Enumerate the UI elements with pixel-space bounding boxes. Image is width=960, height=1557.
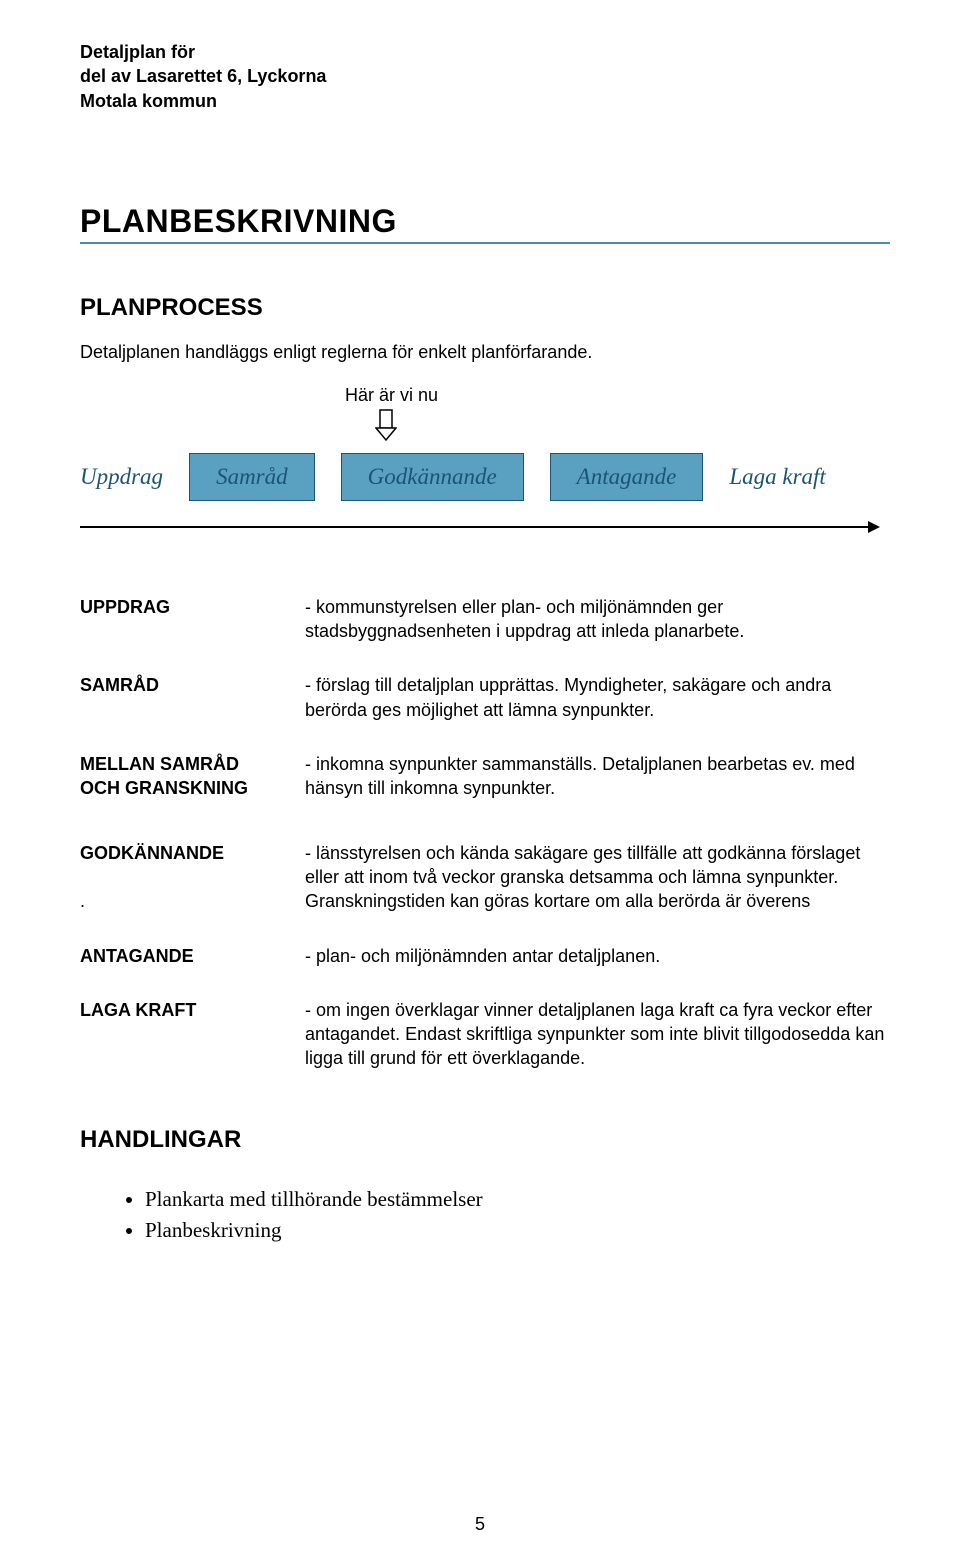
def-desc-uppdrag: - kommunstyrelsen eller plan- och miljön… xyxy=(305,595,890,644)
def-desc-samrad: - förslag till detaljplan upprättas. Myn… xyxy=(305,673,890,722)
stage-antagande-box: Antagande xyxy=(550,453,704,501)
stage-lagakraft: Laga kraft xyxy=(729,464,825,490)
section-planprocess: PLANPROCESS xyxy=(80,294,890,322)
def-row: LAGA KRAFT - om ingen överklagar vinner … xyxy=(80,998,890,1071)
list-item: Planbeskrivning xyxy=(145,1215,890,1247)
here-now-label: Här är vi nu xyxy=(345,385,890,406)
def-term-lagakraft: LAGA KRAFT xyxy=(80,998,305,1071)
def-row: SAMRÅD - förslag till detaljplan upprätt… xyxy=(80,673,890,722)
def-row: GODKÄNNANDE . - länsstyrelsen och kända … xyxy=(80,841,890,914)
list-item: Plankarta med tillhörande bestämmelser xyxy=(145,1184,890,1216)
stage-samrad-box: Samråd xyxy=(189,453,315,501)
def-term-mellan: MELLAN SAMRÅD OCH GRANSKNING xyxy=(80,752,305,801)
header-line-1: Detaljplan för xyxy=(80,40,890,64)
header-line-2: del av Lasarettet 6, Lyckorna xyxy=(80,64,890,88)
handlingar-list: Plankarta med tillhörande bestämmelser P… xyxy=(80,1184,890,1247)
def-desc-mellan: - inkomna synpunkter sammanställs. Detal… xyxy=(305,752,890,801)
stage-uppdrag: Uppdrag xyxy=(80,464,163,490)
intro-text: Detaljplanen handläggs enligt reglerna f… xyxy=(80,342,890,363)
stage-godkannande-box: Godkännande xyxy=(341,453,524,501)
def-row: ANTAGANDE - plan- och miljönämnden antar… xyxy=(80,944,890,968)
def-term-godkannande: GODKÄNNANDE . xyxy=(80,841,305,914)
def-desc-godkannande: - länsstyrelsen och kända sakägare ges t… xyxy=(305,841,890,914)
title-rule xyxy=(80,242,890,244)
def-desc-lagakraft: - om ingen överklagar vinner detaljplane… xyxy=(305,998,890,1071)
def-row: UPPDRAG - kommunstyrelsen eller plan- oc… xyxy=(80,595,890,644)
document-header: Detaljplan för del av Lasarettet 6, Lyck… xyxy=(80,40,890,113)
def-term-samrad: SAMRÅD xyxy=(80,673,305,722)
page-number: 5 xyxy=(0,1514,960,1535)
definitions-list: UPPDRAG - kommunstyrelsen eller plan- oc… xyxy=(80,595,890,1071)
def-term-uppdrag: UPPDRAG xyxy=(80,595,305,644)
section-handlingar: HANDLINGAR xyxy=(80,1126,890,1154)
page-title: PLANBESKRIVNING xyxy=(80,203,890,240)
def-term-antagande: ANTAGANDE xyxy=(80,944,305,968)
process-stages-row: Uppdrag Samråd Godkännande Antagande Lag… xyxy=(80,453,890,501)
header-line-3: Motala kommun xyxy=(80,89,890,113)
def-desc-antagande: - plan- och miljönämnden antar detaljpla… xyxy=(305,944,890,968)
def-row: MELLAN SAMRÅD OCH GRANSKNING - inkomna s… xyxy=(80,752,890,801)
timeline-arrow-icon xyxy=(80,519,890,540)
arrow-down-icon xyxy=(375,408,890,447)
